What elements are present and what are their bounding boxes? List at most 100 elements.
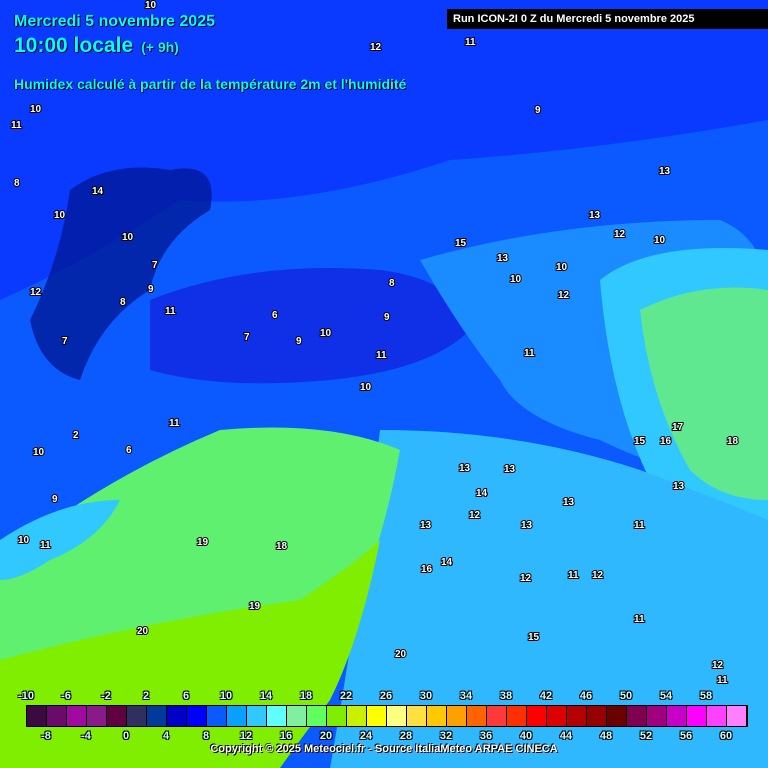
forecast-date: Mercredi 5 novembre 2025: [14, 13, 215, 30]
contour-label: 10: [510, 274, 522, 285]
contour-label: 15: [455, 238, 467, 249]
colorbar-cell: [427, 706, 447, 726]
colorbar-cell: [707, 706, 727, 726]
contour-label: 10: [33, 447, 45, 458]
colorbar-tick-label: 48: [599, 730, 613, 742]
colorbar-cell: [127, 706, 147, 726]
contour-label: 12: [370, 42, 382, 53]
colorbar-tick-label: 54: [659, 690, 673, 702]
contour-label: 16: [421, 564, 433, 575]
contour-label: 10: [122, 232, 134, 243]
colorbar-cell: [347, 706, 367, 726]
colorbar-cell: [207, 706, 227, 726]
contour-label: 18: [727, 436, 739, 447]
colorbar-cell: [47, 706, 67, 726]
contour-label: 14: [441, 557, 453, 568]
contour-label: 14: [476, 488, 488, 499]
copyright-notice: Copyright © 2025 Meteociel.fr - Source I…: [210, 743, 558, 755]
colorbar-tick-label: 2: [142, 690, 150, 702]
colorbar-cell: [587, 706, 607, 726]
contour-label: 12: [614, 229, 626, 240]
contour-label: 8: [14, 178, 20, 189]
colorbar-tick-label: 40: [519, 730, 533, 742]
region-dark-blue-center: [150, 268, 470, 384]
region-pale-green-west: [0, 500, 120, 580]
contour-label: 19: [249, 601, 261, 612]
colorbar-cell: [87, 706, 107, 726]
colorbar-cell: [327, 706, 347, 726]
contour-label: 11: [465, 37, 476, 48]
contour-label: 10: [54, 210, 66, 221]
colorbar-tick-label: -6: [61, 690, 71, 702]
region-deep-blue-north: [0, 0, 768, 300]
contour-label: 7: [244, 332, 250, 343]
colorbar-tick-label: 60: [719, 730, 733, 742]
colorbar-cell: [627, 706, 647, 726]
colorbar-tick-label: 22: [339, 690, 353, 702]
contour-label: 11: [634, 614, 645, 625]
forecast-time: 10:00 locale (+ 9h): [14, 34, 179, 58]
forecast-offset: (+ 9h): [141, 39, 179, 55]
contour-label: 12: [592, 570, 604, 581]
region-pale-green-east: [640, 287, 768, 500]
colorbar-tick-label: 12: [239, 730, 253, 742]
colorbar-cell: [487, 706, 507, 726]
colorbar-cell: [267, 706, 287, 726]
map-subtitle: Humidex calculé à partir de la températu…: [14, 76, 407, 92]
colorbar-tick-label: 6: [182, 690, 190, 702]
colorbar-cell: [567, 706, 587, 726]
contour-label: 10: [18, 535, 30, 546]
colorbar-cell: [727, 706, 747, 726]
contour-label: 11: [376, 350, 387, 361]
contour-label: 9: [296, 336, 302, 347]
colorbar-tick-label: 0: [122, 730, 130, 742]
contour-label: 10: [654, 235, 666, 246]
colorbar-cell: [27, 706, 47, 726]
contour-label: 6: [272, 310, 278, 321]
colorbar-tick-label: 58: [699, 690, 713, 702]
colorbar-cell: [307, 706, 327, 726]
contour-label: 13: [497, 253, 509, 264]
contour-label: 13: [504, 464, 516, 475]
contour-label: 10: [30, 104, 42, 115]
contour-label: 11: [717, 675, 728, 686]
colorbar-tick-label: 38: [499, 690, 513, 702]
contour-label: 12: [30, 287, 42, 298]
colorbar-cell: [107, 706, 127, 726]
contour-label: 15: [634, 436, 646, 447]
colorbar-tick-label: 14: [259, 690, 273, 702]
local-time: 10:00 locale: [14, 34, 134, 57]
colorbar-tick-label: 28: [399, 730, 413, 742]
colorbar-cell: [67, 706, 87, 726]
contour-label: 17: [672, 422, 684, 433]
contour-label: 13: [420, 520, 432, 531]
colorbar-tick-label: 36: [479, 730, 493, 742]
region-dark-patches: [30, 167, 212, 380]
contour-label: 13: [589, 210, 601, 221]
colorbar-cell: [147, 706, 167, 726]
colorbar-cell: [667, 706, 687, 726]
colorbar-cell: [467, 706, 487, 726]
colorbar-cell: [227, 706, 247, 726]
colorbar-cell: [167, 706, 187, 726]
colorbar-cell: [527, 706, 547, 726]
colorbar-tick-label: 52: [639, 730, 653, 742]
colorbar-tick-label: 46: [579, 690, 593, 702]
contour-label: 13: [459, 463, 471, 474]
colorbar-cell: [367, 706, 387, 726]
contour-label: 9: [384, 312, 390, 323]
colorbar-tick-label: 16: [279, 730, 293, 742]
colorbar-tick-label: 32: [439, 730, 453, 742]
contour-label: 12: [558, 290, 570, 301]
colorbar-tick-label: 34: [459, 690, 473, 702]
contour-label: 9: [148, 284, 154, 295]
contour-label: 8: [389, 278, 395, 289]
colorbar-cell: [407, 706, 427, 726]
contour-label: 10: [320, 328, 332, 339]
contour-label: 18: [276, 541, 288, 552]
colorbar-cell: [447, 706, 467, 726]
contour-label: 11: [165, 306, 176, 317]
colorbar-tick-label: 24: [359, 730, 373, 742]
colorbar-tick-label: -2: [101, 690, 111, 702]
colorbar-tick-label: 26: [379, 690, 393, 702]
